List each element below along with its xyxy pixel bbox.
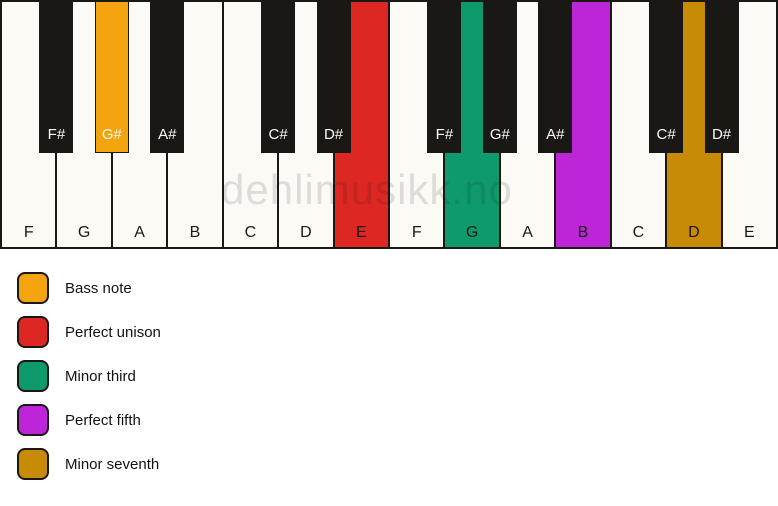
- legend-label: Perfect unison: [65, 323, 161, 341]
- black-key-label: G#: [101, 126, 122, 143]
- legend-item-minor-third: Minor third: [17, 360, 161, 392]
- black-key-label: F#: [47, 126, 66, 143]
- legend-swatch-minor-seventh: [17, 448, 49, 480]
- black-key-label: A#: [158, 126, 177, 143]
- legend-item-perfect-unison: Perfect unison: [17, 316, 161, 348]
- white-key-label: C: [632, 224, 645, 241]
- legend-item-perfect-fifth: Perfect fifth: [17, 404, 161, 436]
- white-key-label: D: [300, 224, 312, 241]
- white-key-label: E: [743, 224, 755, 241]
- black-key-fsharp-0: F#: [39, 1, 74, 153]
- legend-swatch-bass-note: [17, 272, 49, 304]
- black-key-label: A#: [546, 126, 565, 143]
- white-key-label: C: [244, 224, 257, 241]
- black-key-label: D#: [711, 126, 732, 143]
- piano-keyboard: dehlimusikk.no FGABCDEFGABCDEF#G#A#C#D#F…: [0, 0, 778, 249]
- white-key-label: B: [577, 224, 589, 241]
- white-key-label: F: [23, 224, 34, 241]
- black-key-gsharp-1: G#: [94, 1, 129, 153]
- black-key-label: C#: [268, 126, 288, 143]
- white-key-label: B: [189, 224, 201, 241]
- white-key-label: A: [134, 224, 145, 241]
- black-key-dsharp-9: D#: [704, 1, 739, 153]
- white-key-label: G: [465, 224, 479, 241]
- white-key-label: A: [522, 224, 533, 241]
- legend: Bass note Perfect unison Minor third Perfec…: [17, 272, 161, 480]
- legend-swatch-perfect-fifth: [17, 404, 49, 436]
- black-key-csharp-8: C#: [649, 1, 684, 153]
- black-key-dsharp-4: D#: [316, 1, 351, 153]
- legend-swatch-perfect-unison: [17, 316, 49, 348]
- black-key-label: D#: [323, 126, 344, 143]
- black-key-label: F#: [435, 126, 454, 143]
- black-key-fsharp-5: F#: [427, 1, 462, 153]
- black-key-gsharp-6: G#: [482, 1, 517, 153]
- legend-label: Perfect fifth: [65, 411, 141, 429]
- legend-item-minor-seventh: Minor seventh: [17, 448, 161, 480]
- black-key-asharp-2: A#: [150, 1, 185, 153]
- legend-item-bass-note: Bass note: [17, 272, 161, 304]
- white-key-label: E: [355, 224, 367, 241]
- white-key-label: F: [411, 224, 422, 241]
- black-key-label: G#: [489, 126, 510, 143]
- legend-label: Bass note: [65, 279, 132, 297]
- legend-label: Minor seventh: [65, 455, 160, 473]
- black-key-label: C#: [656, 126, 676, 143]
- black-key-csharp-3: C#: [261, 1, 296, 153]
- white-key-label: D: [688, 224, 700, 241]
- white-key-label: G: [77, 224, 91, 241]
- black-key-asharp-7: A#: [538, 1, 573, 153]
- legend-label: Minor third: [65, 367, 136, 385]
- legend-swatch-minor-third: [17, 360, 49, 392]
